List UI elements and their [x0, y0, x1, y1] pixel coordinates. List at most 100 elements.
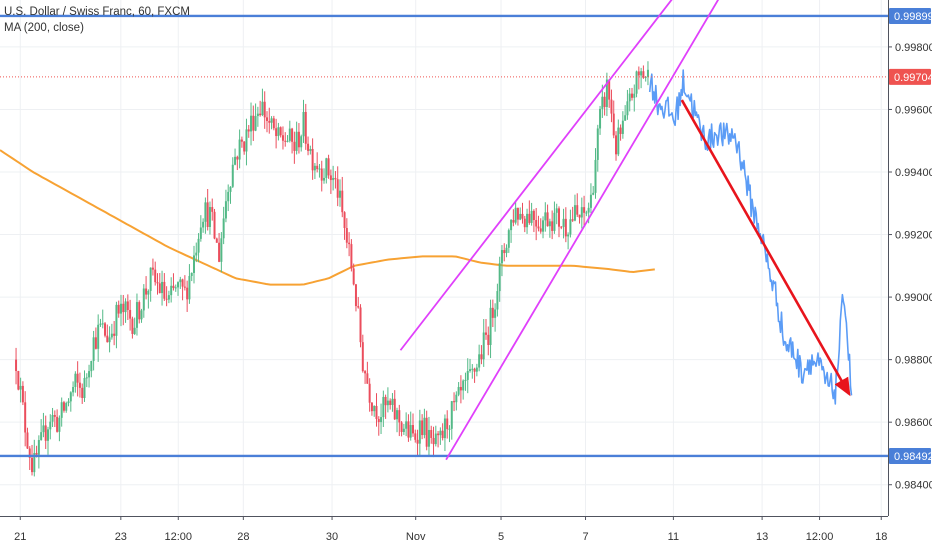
candle-body	[17, 370, 20, 390]
candle-body	[94, 337, 97, 349]
candle-body	[74, 373, 77, 387]
candle-body	[391, 398, 394, 405]
candle-body	[275, 128, 278, 137]
candle-body	[104, 323, 107, 336]
candle-body	[407, 421, 410, 438]
time-tick-label: 12:00	[806, 531, 834, 543]
candle-body	[637, 71, 640, 76]
candle-body	[573, 205, 576, 221]
candle-body	[345, 228, 348, 243]
ma-200-line	[0, 149, 655, 286]
candle-body	[192, 255, 195, 273]
chart-legend: U.S. Dollar / Swiss Franc, 60, FXCM MA (…	[4, 4, 190, 36]
candle-body	[113, 333, 116, 336]
candle-body	[97, 324, 100, 349]
candle-body	[528, 213, 531, 223]
candle-body	[548, 221, 551, 227]
candle-body	[599, 108, 602, 129]
candle-body	[375, 405, 378, 420]
candle-body	[49, 421, 52, 430]
drawing-tools-layer[interactable]	[0, 0, 888, 461]
candle-body	[489, 307, 492, 345]
ma-indicator-label[interactable]: MA (200, close)	[4, 22, 84, 34]
candle-body	[234, 156, 237, 165]
candle-body	[151, 267, 154, 270]
candle-body	[354, 284, 357, 307]
candle-body	[336, 179, 339, 198]
candle-body	[19, 385, 22, 390]
candle-body	[453, 401, 456, 403]
channel-upper[interactable]	[399, 0, 683, 351]
candle-body	[585, 212, 588, 214]
candle-body	[51, 414, 54, 422]
candle-body	[24, 402, 27, 433]
candle-body	[202, 221, 205, 228]
time-tick-label: 7	[582, 531, 588, 543]
time-tick-label: 11	[668, 531, 679, 543]
candle-body	[427, 429, 430, 447]
trend-arrow[interactable]	[680, 99, 851, 397]
time-tick-label: 23	[115, 531, 127, 543]
candle-body	[129, 309, 132, 319]
candle-body	[247, 129, 250, 132]
candle-body	[562, 218, 565, 227]
candle-body	[370, 402, 373, 412]
candle-body	[213, 211, 216, 239]
time-tick-label: 13	[756, 531, 768, 543]
candle-body	[615, 135, 618, 155]
candle-body	[53, 414, 56, 417]
candle-body	[119, 303, 122, 314]
candle-body	[626, 101, 629, 116]
candle-body	[110, 333, 113, 338]
candle-body	[466, 371, 469, 380]
candle-body	[218, 242, 221, 262]
candle-body	[167, 295, 170, 300]
candle-body	[302, 111, 305, 137]
candle-body	[170, 285, 173, 296]
candle-body	[179, 279, 182, 283]
candle-body	[414, 433, 417, 440]
channel-lower[interactable]	[445, 0, 720, 461]
candle-body	[366, 373, 369, 384]
candle-body	[243, 141, 246, 152]
candle-body	[507, 230, 510, 248]
candle-body	[284, 140, 287, 142]
current-price-tag[interactable]	[889, 68, 931, 85]
candle-body	[106, 335, 109, 343]
candle-body	[238, 139, 241, 160]
candle-body	[601, 96, 604, 109]
candle-body	[181, 279, 184, 287]
candle-body	[603, 96, 606, 108]
time-tick-label: 5	[498, 531, 504, 543]
candle-body	[279, 127, 282, 136]
candle-body	[259, 113, 262, 116]
candle-body	[147, 290, 150, 295]
candle-body	[580, 207, 583, 218]
candle-body	[612, 113, 615, 136]
level-price-tag[interactable]	[889, 7, 931, 24]
symbol-title[interactable]: U.S. Dollar / Swiss Franc, 60, FXCM	[4, 6, 190, 18]
candle-body	[373, 405, 376, 412]
candle-body	[44, 425, 47, 441]
candle-body	[56, 416, 59, 432]
candle-body	[224, 201, 227, 219]
candle-body	[587, 207, 590, 213]
candle-body	[635, 71, 638, 94]
candle-body	[343, 212, 346, 229]
candle-body	[81, 387, 84, 398]
candle-body	[40, 432, 43, 441]
candle-body	[393, 398, 396, 420]
candle-body	[482, 332, 485, 360]
candle-body	[220, 238, 223, 262]
candle-body	[325, 158, 328, 178]
candle-body	[642, 71, 645, 78]
candle-body	[439, 430, 442, 436]
level-price-tag[interactable]	[889, 447, 931, 464]
candle-body	[316, 165, 319, 170]
candle-body	[619, 127, 622, 134]
candle-body	[523, 218, 526, 228]
candle-body	[364, 371, 367, 374]
candle-body	[329, 175, 332, 181]
